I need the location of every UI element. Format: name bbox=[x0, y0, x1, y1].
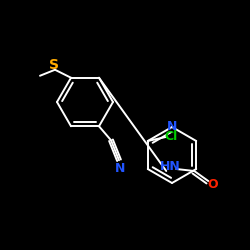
Text: N: N bbox=[115, 162, 125, 175]
Text: N: N bbox=[167, 120, 177, 132]
Text: Cl: Cl bbox=[164, 130, 177, 143]
Text: S: S bbox=[49, 58, 59, 72]
Text: O: O bbox=[207, 178, 218, 192]
Text: HN: HN bbox=[160, 160, 180, 173]
